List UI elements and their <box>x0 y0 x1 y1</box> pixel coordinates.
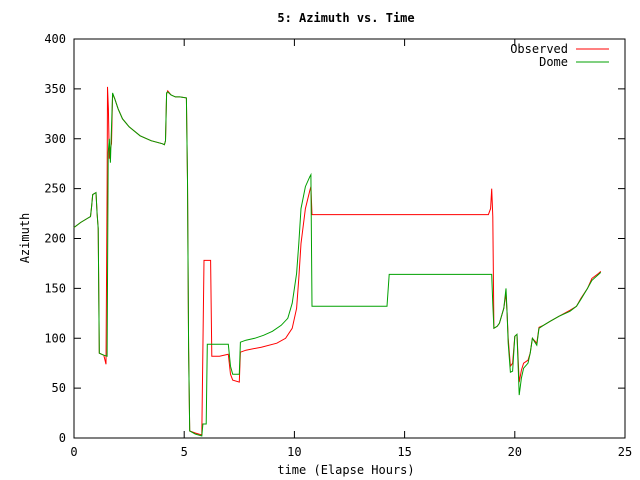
x-tick-label: 20 <box>508 445 522 459</box>
x-tick-label: 10 <box>287 445 301 459</box>
y-tick-label: 150 <box>44 281 66 295</box>
legend-label-observed: Observed <box>510 42 568 56</box>
legend-label-dome: Dome <box>539 55 568 69</box>
plot-frame <box>73 38 626 439</box>
series-line-observed <box>73 86 602 436</box>
y-tick-label: 350 <box>44 82 66 96</box>
series-line-dome <box>73 91 602 437</box>
y-tick-label: 100 <box>44 331 66 345</box>
x-tick-label: 0 <box>70 445 77 459</box>
y-tick-label: 250 <box>44 182 66 196</box>
y-axis-label: Azimuth <box>18 213 32 264</box>
x-tick-label: 5 <box>181 445 188 459</box>
x-tick-label: 25 <box>618 445 632 459</box>
y-tick-label: 300 <box>44 132 66 146</box>
chart-title: 5: Azimuth vs. Time <box>277 11 414 25</box>
y-tick-label: 50 <box>52 381 66 395</box>
y-tick-label: 400 <box>44 32 66 46</box>
y-tick-label: 200 <box>44 232 66 246</box>
x-axis-label: time (Elapse Hours) <box>277 463 414 477</box>
series-lines <box>73 86 602 437</box>
x-tick-label: 15 <box>397 445 411 459</box>
y-tick-label: 0 <box>59 431 66 445</box>
